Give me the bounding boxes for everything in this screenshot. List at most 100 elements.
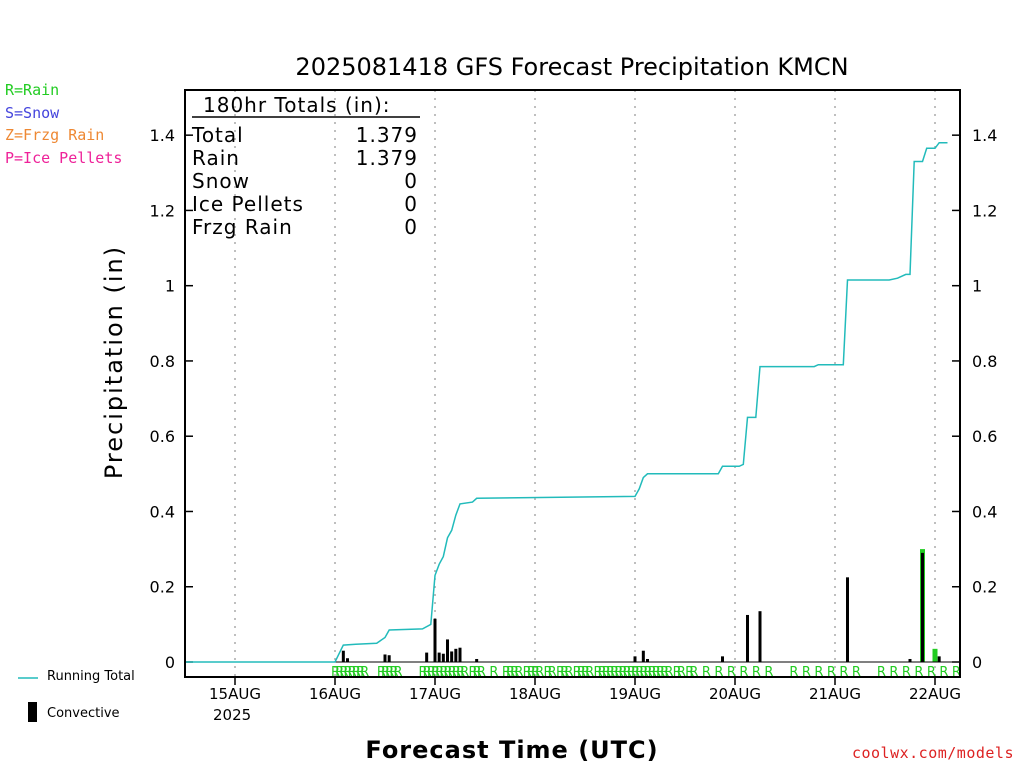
precip-type-marker: R (839, 665, 848, 680)
convective-bar (437, 652, 441, 662)
convective-bar (346, 658, 349, 662)
y-tick-label-left: 0 (165, 653, 175, 672)
y-tick-label-left: 0.2 (150, 578, 175, 597)
credit-link[interactable]: coolwx.com/models (851, 744, 1014, 762)
x-axis-ticks: 15AUG 2025 16AUG 17AUG 18AUG 19AUG 20AUG 21AUG 2… (209, 677, 961, 724)
convective-bar (454, 648, 458, 662)
precip-type-marker: R (556, 665, 565, 680)
precip-type-marker: R (802, 665, 811, 680)
precip-type-marker: R (439, 665, 448, 680)
y-axis-label: Precipitation (in) (100, 245, 128, 479)
precip-type-marker: R (652, 665, 661, 680)
y-tick-label-left: 0.8 (150, 352, 175, 371)
x-tick-label: 16AUG (309, 685, 361, 703)
precip-type-marker: R (689, 665, 698, 680)
precip-type-marker: R (564, 665, 573, 680)
totals-box: 180hr Totals (in): Total 1.379 Rain 1.379 Sn… (191, 93, 420, 239)
y-tick-label-left: 0.6 (150, 427, 175, 446)
precip-type-marker: R (852, 665, 861, 680)
convective-bar (758, 611, 762, 662)
precip-type-marker: R (939, 665, 948, 680)
x-tick-label: 21AUG (809, 685, 861, 703)
precip-type-marker: R (377, 665, 386, 680)
precip-type-marker: R (902, 665, 911, 680)
precip-type-marker: R (927, 665, 936, 680)
precip-type-marker: R (598, 665, 607, 680)
precip-type-marker: R (452, 665, 461, 680)
x-tick-sublabel: 2025 (213, 706, 251, 724)
precip-type-marker: R (685, 665, 694, 680)
precip-type-marker: R (510, 665, 519, 680)
precip-type-marker: R (827, 665, 836, 680)
precip-type-marker: R (727, 665, 736, 680)
convective-bar (475, 658, 479, 662)
y-tick-label-left: 0.4 (150, 502, 175, 521)
totals-row-label: Total (191, 123, 244, 147)
precip-type-marker: R (523, 665, 532, 680)
precip-type-marker: R (381, 665, 390, 680)
precip-type-marker: R (489, 665, 498, 680)
precip-type-marker: R (660, 665, 669, 680)
precip-type-marker: R (639, 665, 648, 680)
convective-bar (846, 577, 849, 662)
convective-bar (633, 656, 637, 662)
precip-type-marker: R (752, 665, 761, 680)
precip-type-marker: R (385, 665, 394, 680)
precip-type-marker: R (577, 665, 586, 680)
vertical-gridlines (234, 90, 936, 677)
precip-type-marker: R (627, 665, 636, 680)
convective-legend-label: Convective (47, 706, 120, 721)
precip-type-marker: R (764, 665, 773, 680)
totals-row-label: Rain (192, 146, 240, 170)
totals-row-value: 1.379 (356, 123, 418, 147)
precip-type-marker: R (360, 665, 369, 680)
precip-type-marker: R (435, 665, 444, 680)
precip-type-marker: R (544, 665, 553, 680)
precip-type-marker: R (531, 665, 540, 680)
convective-bar (383, 654, 387, 662)
convective-bar (458, 647, 462, 662)
y-tick-label-right: 1 (972, 277, 982, 296)
totals-row-label: Snow (192, 169, 250, 193)
precip-type-marker: R (889, 665, 898, 680)
precip-type-marker: R (814, 665, 823, 680)
precip-type-marker: R (356, 665, 365, 680)
precip-type-marker: R (469, 665, 478, 680)
convective-bar (921, 552, 924, 662)
precip-type-marker: R (514, 665, 523, 680)
y-tick-label-right: 1.4 (972, 126, 997, 145)
precip-type-marker: R (448, 665, 457, 680)
y-tick-label-right: 0.2 (972, 578, 997, 597)
convective-bar (387, 655, 391, 662)
running-total-legend-label: Running Total (47, 669, 135, 684)
x-tick-label: 15AUG (209, 685, 261, 703)
x-tick-label: 22AUG (909, 685, 961, 703)
precip-type-marker: R (560, 665, 569, 680)
precip-type-marker: R (677, 665, 686, 680)
precip-type-marker: R (594, 665, 603, 680)
precip-type-marker: R (614, 665, 623, 680)
totals-row-value: 1.379 (356, 146, 418, 170)
convective-bar (721, 656, 724, 662)
precip-type-marker: R (739, 665, 748, 680)
precip-type-marker: R (914, 665, 923, 680)
convective-legend-swatch (28, 702, 37, 722)
precip-type-marker: R (610, 665, 619, 680)
precip-type-marker: R (619, 665, 628, 680)
precip-type-marker: R (702, 665, 711, 680)
totals-row-value: 0 (404, 169, 418, 193)
precip-type-marker: R (789, 665, 798, 680)
precip-type-marker: R (527, 665, 536, 680)
y-tick-label-right: 0.8 (972, 352, 997, 371)
totals-header: 180hr Totals (in): (203, 93, 391, 117)
precip-type-marker: R (644, 665, 653, 680)
precip-type-marker: R (548, 665, 557, 680)
precip-type-marker: R (419, 665, 428, 680)
totals-row-value: 0 (404, 215, 418, 239)
precip-type-marker: R (877, 665, 886, 680)
precip-type-marker: R (456, 665, 465, 680)
precip-type-marker: R (427, 665, 436, 680)
y-tick-label-left: 1 (165, 277, 175, 296)
